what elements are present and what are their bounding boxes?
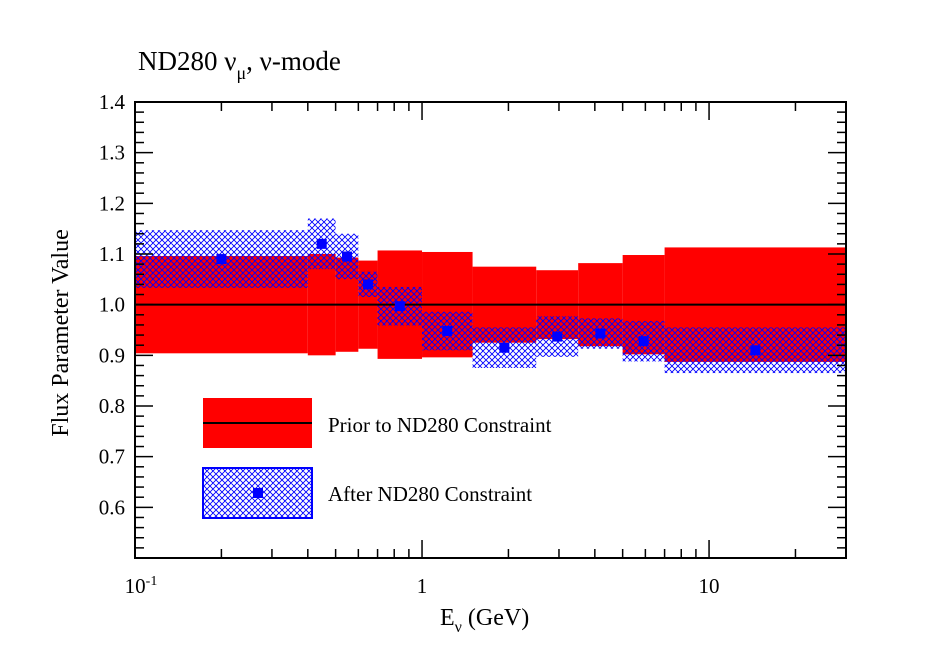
x-axis-label-sub: ν <box>455 619 462 636</box>
x-tick-label-2: 10 <box>699 574 720 598</box>
x-tick-label-0: 10-1 <box>125 574 158 598</box>
y-tick-label-4: 1.0 <box>99 293 125 317</box>
post-marker-6 <box>499 342 510 353</box>
y-tick-label-0: 0.6 <box>99 495 125 519</box>
post-marker-4 <box>394 301 405 312</box>
y-tick-label-6: 1.2 <box>99 191 125 215</box>
x-axis-label-suffix: (GeV) <box>462 605 529 631</box>
chart-title: ND280 νμ, ν-mode <box>138 46 341 83</box>
svg-text:ND280 νμ, ν-mode: ND280 νμ, ν-mode <box>138 46 341 83</box>
y-axis-ticks: 0.6 0.7 0.8 0.9 1.0 1.1 1.2 1.3 1.4 <box>99 90 846 559</box>
y-axis-label: Flux Parameter Value <box>48 229 74 437</box>
x-axis-ticks: 10-1 1 10 <box>125 102 847 598</box>
post-marker-3 <box>362 279 373 290</box>
y-tick-label-7: 1.3 <box>99 141 125 165</box>
post-marker-5 <box>442 326 453 337</box>
chart-title-suffix: , ν-mode <box>246 46 341 76</box>
y-tick-label-1: 0.7 <box>99 445 125 469</box>
post-marker-7 <box>552 331 563 342</box>
post-marker-9 <box>638 336 649 347</box>
legend: Prior to ND280 Constraint After ND280 Co… <box>202 398 552 519</box>
post-marker-2 <box>341 251 352 262</box>
legend-prior-label: Prior to ND280 Constraint <box>328 413 552 437</box>
post-marker-0 <box>216 254 227 265</box>
x-tick-label-1: 1 <box>417 574 428 598</box>
chart-title-sub: μ <box>236 63 246 83</box>
legend-post-label: After ND280 Constraint <box>328 482 532 506</box>
y-tick-label-2: 0.8 <box>99 394 125 418</box>
y-tick-label-5: 1.1 <box>99 242 125 266</box>
y-tick-label-8: 1.4 <box>99 90 126 114</box>
post-markers <box>216 238 761 356</box>
plot-frame <box>134 101 847 559</box>
post-marker-10 <box>750 345 761 356</box>
x-axis-label: Eν (GeV) <box>440 605 529 636</box>
post-marker-8 <box>595 328 606 339</box>
legend-post-marker <box>253 488 263 498</box>
chart-title-main: ND280 ν <box>138 46 236 76</box>
post-bands <box>135 218 846 374</box>
svg-text:Eν (GeV): Eν (GeV) <box>440 605 529 636</box>
x-axis-label-main: E <box>440 605 455 631</box>
post-marker-1 <box>316 238 327 249</box>
y-tick-label-3: 0.9 <box>99 343 125 367</box>
